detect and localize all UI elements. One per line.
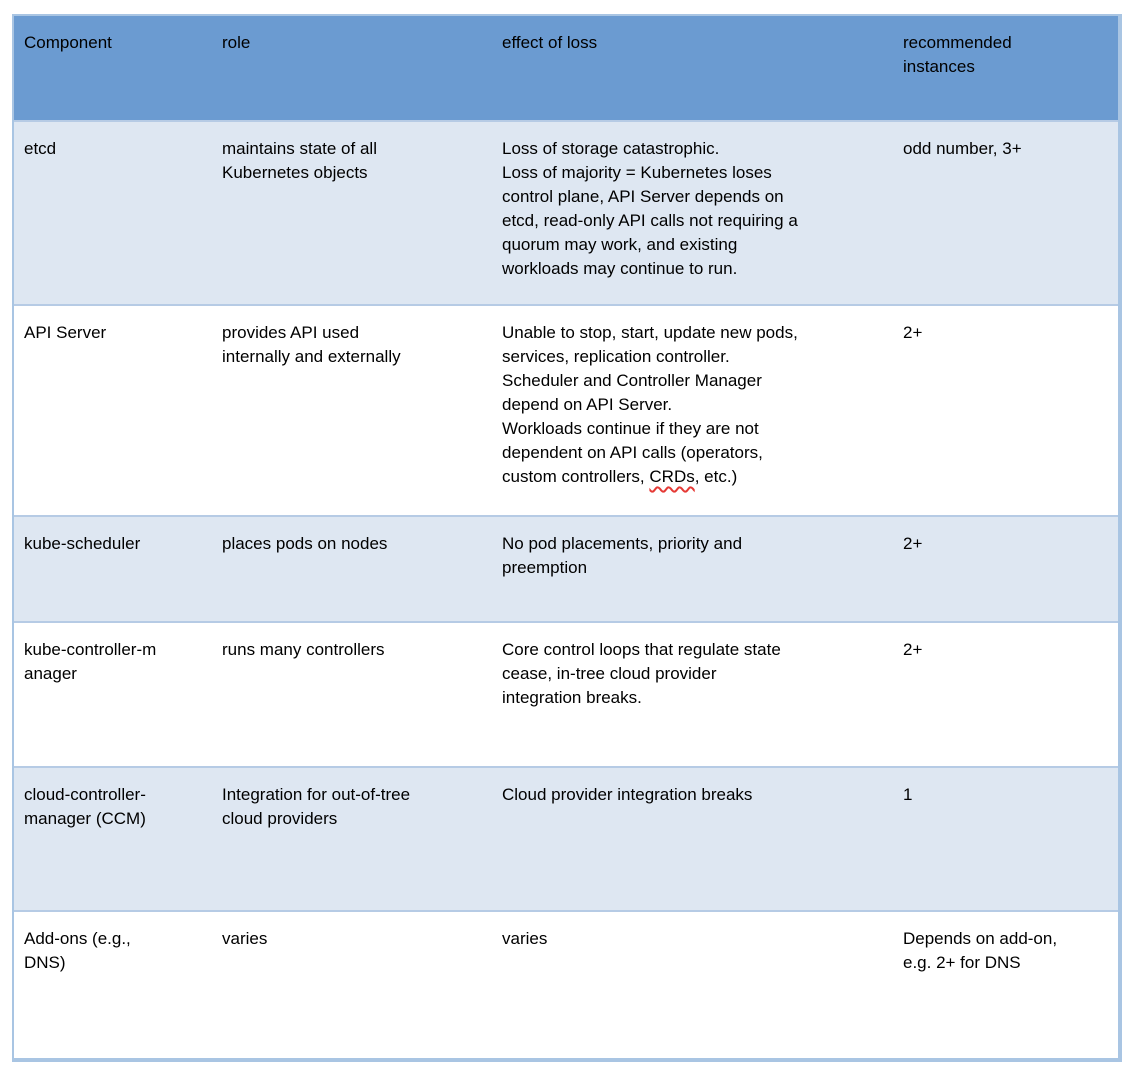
cell-component: etcd [14, 122, 212, 304]
cell-line: No pod placements, priority and [502, 534, 743, 553]
cell-line: internally and externally [222, 347, 401, 366]
cell-component: kube-controller-m anager [14, 623, 212, 766]
cell-line: 2+ [903, 323, 923, 342]
cell-line: Add-ons (e.g., [24, 929, 131, 948]
cell-line: manager (CCM) [24, 809, 146, 828]
cell-role: Integration for out-of-tree cloud provide… [212, 768, 492, 910]
cell-line: API Server [24, 323, 107, 342]
cell-line: workloads may continue to run. [502, 259, 738, 278]
cell-line: Kubernetes objects [222, 163, 368, 182]
table-row: kube-controller-m anager runs many control… [14, 621, 1118, 766]
cell-line: cloud providers [222, 809, 338, 828]
cell-line: e.g. 2+ for DNS [903, 953, 1021, 972]
cell-effect: Cloud provider integration breaks [492, 768, 893, 910]
cell-line: etcd [24, 139, 57, 158]
cell-line: anager [24, 664, 77, 683]
cell-line: maintains state of all [222, 139, 377, 158]
cell-line: 1 [903, 785, 913, 804]
cell-line: Component [24, 33, 112, 52]
cell-line: recommended [903, 33, 1012, 52]
cell-instances: 2+ [893, 306, 1118, 515]
cell-effect: Core control loops that regulate state ce… [492, 623, 893, 766]
cell-line: preemption [502, 558, 588, 577]
cell-line: role [222, 33, 251, 52]
cell-line: Loss of storage catastrophic. [502, 139, 720, 158]
cell-line: Depends on add-on, [903, 929, 1058, 948]
cell-component: cloud-controller-manager (CCM) [14, 768, 212, 910]
cell-line: control plane, API Server depends on [502, 187, 784, 206]
cell-line: integration breaks. [502, 688, 642, 707]
cell-line: Unable to stop, start, update new pods, [502, 323, 798, 342]
cell-line: instances [903, 57, 975, 76]
cell-line: Workloads continue if they are not [502, 419, 759, 438]
cell-line: depend on API Server. [502, 395, 673, 414]
cell-line: provides API used [222, 323, 360, 342]
table-row: etcd maintains state of all Kubernetes obj… [14, 120, 1118, 304]
cell-role: places pods on nodes [212, 517, 492, 621]
cell-line: Cloud provider integration breaks [502, 785, 753, 804]
cell-instances: odd number, 3+ [893, 122, 1118, 304]
cell-component: kube-scheduler [14, 517, 212, 621]
cell-line: kube-controller-m [24, 640, 157, 659]
cell-line: cloud-controller- [24, 785, 146, 804]
cell-line: Scheduler and Controller Manager [502, 371, 762, 390]
cell-instances: 2+ [893, 517, 1118, 621]
table-row: kube-scheduler places pods on nodes No pod… [14, 515, 1118, 621]
cell-line: etcd, read-only API calls not requiring … [502, 211, 798, 230]
cell-component: API Server [14, 306, 212, 515]
cell-line: DNS) [24, 953, 66, 972]
table-header-row: Component role effect of loss recommended in… [14, 16, 1118, 120]
cell-role: provides API used internally and external… [212, 306, 492, 515]
cell-line: Loss of majority = Kubernetes loses [502, 163, 772, 182]
cell-line: effect of loss [502, 33, 598, 52]
cell-instances: 1 [893, 768, 1118, 910]
table-row: cloud-controller-manager (CCM) Integratio… [14, 766, 1118, 910]
table-row: Add-ons (e.g., DNS) varies varies Depends on… [14, 910, 1118, 1058]
cell-effect: Unable to stop, start, update new pods, s… [492, 306, 893, 515]
cell-effect: varies [492, 912, 893, 1058]
misspelled-word-underline: CRDs [649, 467, 695, 486]
components-table: Component role effect of loss recommended in… [12, 14, 1122, 1062]
cell-line: Integration for out-of-tree [222, 785, 411, 804]
header-cell-role: role [212, 16, 492, 120]
header-cell-component: Component [14, 16, 212, 120]
cell-line: dependent on API calls (operators, [502, 443, 763, 462]
cell-line: custom controllers, CRDs, etc.) [502, 467, 738, 486]
cell-line: odd number, 3+ [903, 139, 1022, 158]
header-cell-instances: recommended instances [893, 16, 1118, 120]
cell-line: runs many controllers [222, 640, 385, 659]
cell-line: 2+ [903, 534, 923, 553]
cell-effect: No pod placements, priority and preemptio… [492, 517, 893, 621]
cell-line: cease, in-tree cloud provider [502, 664, 717, 683]
cell-instances: Depends on add-on, e.g. 2+ for DNS [893, 912, 1118, 1058]
cell-line: kube-scheduler [24, 534, 141, 553]
header-cell-effect: effect of loss [492, 16, 893, 120]
cell-line: services, replication controller. [502, 347, 730, 366]
table-row: API Server provides API used internally an… [14, 304, 1118, 515]
cell-line: quorum may work, and existing [502, 235, 738, 254]
cell-line: varies [502, 929, 548, 948]
cell-effect: Loss of storage catastrophic. Loss of maj… [492, 122, 893, 304]
cell-instances: 2+ [893, 623, 1118, 766]
cell-line: Core control loops that regulate state [502, 640, 781, 659]
cell-role: runs many controllers [212, 623, 492, 766]
cell-role: maintains state of all Kubernetes objects [212, 122, 492, 304]
cell-component: Add-ons (e.g., DNS) [14, 912, 212, 1058]
cell-role: varies [212, 912, 492, 1058]
cell-line: 2+ [903, 640, 923, 659]
cell-line: places pods on nodes [222, 534, 388, 553]
cell-line: varies [222, 929, 268, 948]
